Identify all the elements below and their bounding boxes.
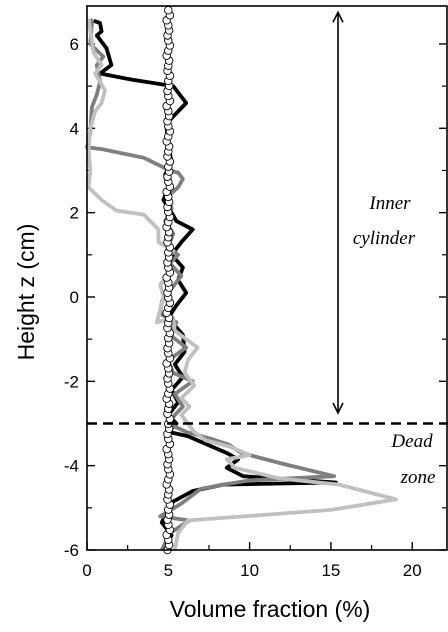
series-line-2 [85,18,337,551]
annotation-layer: Inner cylinder Dead zone [87,10,448,488]
arrow-head-bottom-icon [332,402,344,415]
x-tick-label: 10 [240,561,259,580]
y-tick-label: 0 [70,288,79,307]
ticks-layer: 0 5 10 15 20 -6 -4 -2 0 2 4 6 [64,35,446,580]
x-axis-title: Volume fraction (%) [170,596,371,622]
y-tick-label: -2 [64,372,79,391]
series-line-1 [92,18,338,551]
open-circle-point [164,5,173,15]
inner-cylinder-label-line2: cylinder [353,228,416,249]
x-tick-label: 5 [164,561,173,580]
y-tick-label: -4 [64,457,79,476]
y-tick-label: 2 [70,204,79,223]
arrow-head-top-icon [332,10,344,23]
y-tick-label: 4 [70,119,79,138]
x-tick-label: 15 [321,561,340,580]
series-layer [85,5,398,555]
x-tick-label: 0 [82,561,91,580]
x-tick-label: 20 [403,561,422,580]
dead-zone-label-line2: zone [400,467,436,488]
dead-zone-label-line1: Dead [390,431,433,452]
inner-cylinder-label-line1: Inner [368,193,411,214]
y-tick-label: -6 [64,541,79,560]
y-tick-label: 6 [70,35,79,54]
y-axis-title: Height z (cm) [13,224,39,361]
series-line-3 [86,18,398,551]
plot-frame [86,5,448,551]
